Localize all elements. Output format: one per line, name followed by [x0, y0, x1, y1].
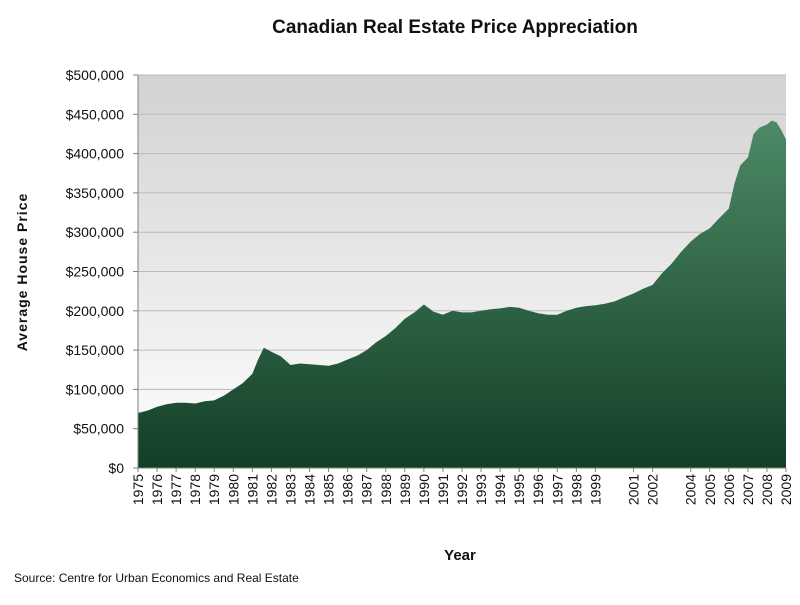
- x-tick-label: 2009: [778, 474, 794, 505]
- chart-title: Canadian Real Estate Price Appreciation: [272, 17, 638, 38]
- x-tick-label: 2002: [645, 474, 661, 505]
- y-tick-label: $250,000: [66, 264, 125, 280]
- x-tick-label: 1985: [321, 474, 337, 505]
- x-tick-label: 1980: [225, 474, 241, 505]
- y-tick-label: $0: [108, 460, 124, 476]
- x-tick-label: 1984: [302, 474, 318, 505]
- y-tick-label: $50,000: [73, 421, 124, 437]
- y-tick-label: $300,000: [66, 224, 125, 240]
- x-tick-label: 1979: [206, 474, 222, 505]
- x-tick-label: 1982: [263, 474, 279, 505]
- x-tick-label: 2001: [626, 474, 642, 505]
- x-tick-label: 2004: [683, 474, 699, 505]
- x-tick-label: 2007: [740, 474, 756, 505]
- x-tick-label: 2005: [702, 474, 718, 505]
- x-axis-label: Year: [444, 547, 476, 564]
- x-tick-label: 1992: [454, 474, 470, 505]
- x-tick-label: 2006: [721, 474, 737, 505]
- x-tick-label: 1994: [492, 474, 508, 505]
- y-tick-labels: $0 $50,000 $100,000 $150,000 $200,000 $250,00…: [66, 67, 125, 476]
- x-tick-label: 1998: [568, 474, 584, 505]
- x-tick-label: 1987: [359, 474, 375, 505]
- source-note: Source: Centre for Urban Economics and R…: [14, 571, 299, 585]
- x-tick-label: 1993: [473, 474, 489, 505]
- x-tick-label: 1978: [187, 474, 203, 505]
- x-tick-label: 1999: [587, 474, 603, 505]
- x-tick-label: 1989: [397, 474, 413, 505]
- x-tick-label: 1975: [130, 474, 146, 505]
- x-tick-label: 1997: [549, 474, 565, 505]
- x-tick-label: 1981: [244, 474, 260, 505]
- x-tick-label: 1990: [416, 474, 432, 505]
- x-tick-label: 1977: [168, 474, 184, 505]
- x-tick-label: 1983: [283, 474, 299, 505]
- area-series-average-house-price: [138, 120, 786, 468]
- y-tick-label: $100,000: [66, 381, 125, 397]
- x-tick-label: 1996: [530, 474, 546, 505]
- x-tick-label: 1988: [378, 474, 394, 505]
- y-tick-label: $500,000: [66, 67, 125, 83]
- y-tick-label: $450,000: [66, 106, 125, 122]
- x-tick-labels: 1975 1976 1977 1978 1979 1980 1981 1982 1983 1984…: [130, 474, 794, 505]
- y-tick-label: $350,000: [66, 185, 125, 201]
- x-tick-label: 1995: [511, 474, 527, 505]
- axes: [133, 74, 787, 472]
- y-tick-label: $200,000: [66, 303, 125, 319]
- y-tick-label: $150,000: [66, 342, 125, 358]
- x-tick-label: 1991: [435, 474, 451, 505]
- y-axis-label: Average House Price: [14, 193, 30, 352]
- x-tick-label: 2008: [759, 474, 775, 505]
- y-tick-label: $400,000: [66, 146, 125, 162]
- x-tick-label: 1986: [340, 474, 356, 505]
- x-tick-label: 1976: [149, 474, 165, 505]
